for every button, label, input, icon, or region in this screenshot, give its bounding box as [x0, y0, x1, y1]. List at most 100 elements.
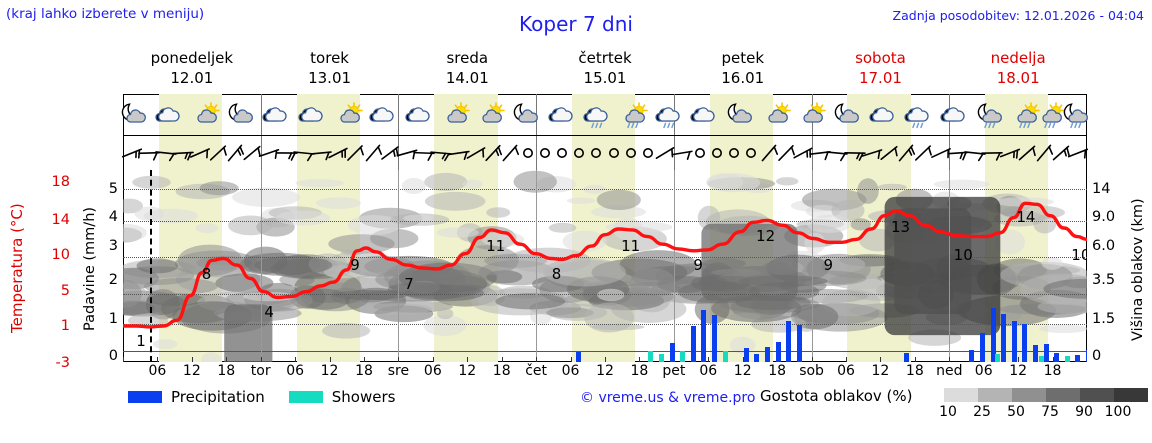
shower-bar [680, 351, 686, 362]
wind-barb [532, 136, 558, 170]
wind-barb [187, 136, 213, 170]
horizontal-gridline [123, 257, 1087, 259]
x-tick-label: 06 [974, 363, 993, 379]
precipitation-bar [576, 352, 582, 362]
last-update-label: Zadnja posodobitev: 12.01.2026 - 04:04 [892, 8, 1144, 23]
wind-barb [842, 136, 868, 170]
axis-tick [914, 357, 916, 362]
cloud-rain-icon [903, 94, 935, 136]
cloud-icon [154, 94, 186, 136]
temperature-curve [123, 201, 1087, 329]
temp-tick: 10 [51, 247, 70, 263]
day-date: 16.01 [721, 69, 765, 87]
temperature-value-label: 9 [693, 255, 703, 274]
wind-barb [222, 136, 248, 170]
wind-barb [256, 136, 282, 170]
wind-barb [446, 136, 472, 170]
current-time-marker [149, 170, 152, 362]
wind-barb [910, 136, 936, 170]
day-header-sreda: sreda 14.01 [398, 48, 536, 90]
x-tick-label: 12 [733, 363, 752, 379]
axis-tick [295, 357, 297, 362]
x-tick-label: tor [250, 363, 271, 379]
meteogram-chart-area: 1 8 4 9 7 11 8 11 9 12 9 13 10 14 10 [123, 170, 1087, 362]
precipitation-bar [1086, 350, 1087, 362]
day-separator [398, 94, 400, 135]
axis-tick [846, 357, 847, 362]
precip-tick: 3 [108, 238, 118, 254]
cloud-icon [368, 94, 400, 136]
axis-tick [260, 357, 262, 362]
wind-barb [566, 136, 592, 170]
temperature-value-label: 9 [823, 255, 834, 274]
precipitation-bar [1033, 344, 1039, 362]
cloud-icon [868, 94, 900, 136]
wind-barb [515, 136, 541, 170]
cloud-density-tick: 75 [1041, 404, 1059, 420]
cloud-density-tick: 25 [973, 404, 991, 420]
day-header-sobota: sobota 17.01 [812, 48, 950, 90]
day-name: četrtek [578, 49, 632, 67]
day-date: 17.01 [858, 69, 902, 87]
temperature-value-label: 7 [404, 274, 414, 293]
moon-cloud-icon [832, 94, 864, 136]
axis-tick [1018, 357, 1020, 362]
location-menu-hint[interactable]: (kraj lahko izberete v meniju) [6, 6, 205, 22]
cloud-icon [939, 94, 971, 136]
cloud-height-axis-title: Višina oblakov (km) [1130, 198, 1146, 342]
axis-tick [123, 357, 124, 362]
x-tick-label: 18 [355, 363, 373, 379]
wind-barb [876, 136, 902, 170]
wind-barb [979, 136, 1005, 170]
day-separator [811, 136, 813, 170]
x-tick-label: 12 [871, 363, 890, 379]
wind-barb-row [121, 136, 1089, 170]
wind-barb [618, 136, 644, 170]
day-gridline [398, 170, 400, 362]
cloud-icon [404, 94, 436, 136]
horizontal-gridline [123, 323, 1087, 325]
cloud-tick: 6.0 [1092, 238, 1116, 254]
wind-barb [497, 136, 523, 170]
precipitation-bar [775, 341, 781, 362]
wind-barb [411, 136, 437, 170]
cloud-density-tick: 50 [1007, 404, 1025, 420]
wind-barb [945, 136, 971, 170]
temp-tick: 14 [51, 212, 70, 228]
precipitation-bar [765, 346, 771, 362]
x-tick-label: 06 [423, 363, 442, 379]
wind-barb [635, 136, 661, 170]
wind-barb [1048, 136, 1074, 170]
cloud-tick: 14 [1092, 181, 1111, 197]
x-tick-label: pet [662, 363, 686, 379]
temperature-value-label: 4 [264, 303, 274, 322]
day-date: 13.01 [308, 69, 352, 87]
wind-barb [669, 136, 695, 170]
x-tick-label: 12 [320, 363, 339, 379]
daylight-band [709, 136, 773, 170]
day-header-ponedeljek: ponedeljek 12.01 [123, 48, 261, 90]
wind-barb [1014, 136, 1040, 170]
day-separator [260, 94, 262, 135]
wind-barb [274, 136, 300, 170]
wind-barb [549, 136, 575, 170]
wind-barb [824, 136, 850, 170]
wind-barb [308, 136, 334, 170]
axis-tick [467, 357, 469, 362]
credit-link[interactable]: © vreme.us & vreme.pro [580, 390, 756, 406]
x-tick-label: 12 [596, 363, 614, 379]
wind-barb [205, 136, 231, 170]
temperature-value-label: 11 [621, 236, 641, 255]
x-tick-label: 06 [561, 363, 580, 379]
cloud-density-swatch [1046, 388, 1080, 402]
day-separator [398, 136, 400, 170]
x-tick-label: 12 [458, 363, 477, 379]
day-date: 18.01 [996, 69, 1040, 87]
x-tick-label: ned [936, 363, 963, 379]
precipitation-bar [786, 320, 792, 362]
day-gridline [536, 170, 538, 362]
temp-tick: 1 [60, 318, 70, 334]
moon-cloud-rain-icon [975, 94, 1007, 136]
sun-cloud-icon [333, 94, 365, 136]
horizontal-gridline [123, 189, 1087, 191]
